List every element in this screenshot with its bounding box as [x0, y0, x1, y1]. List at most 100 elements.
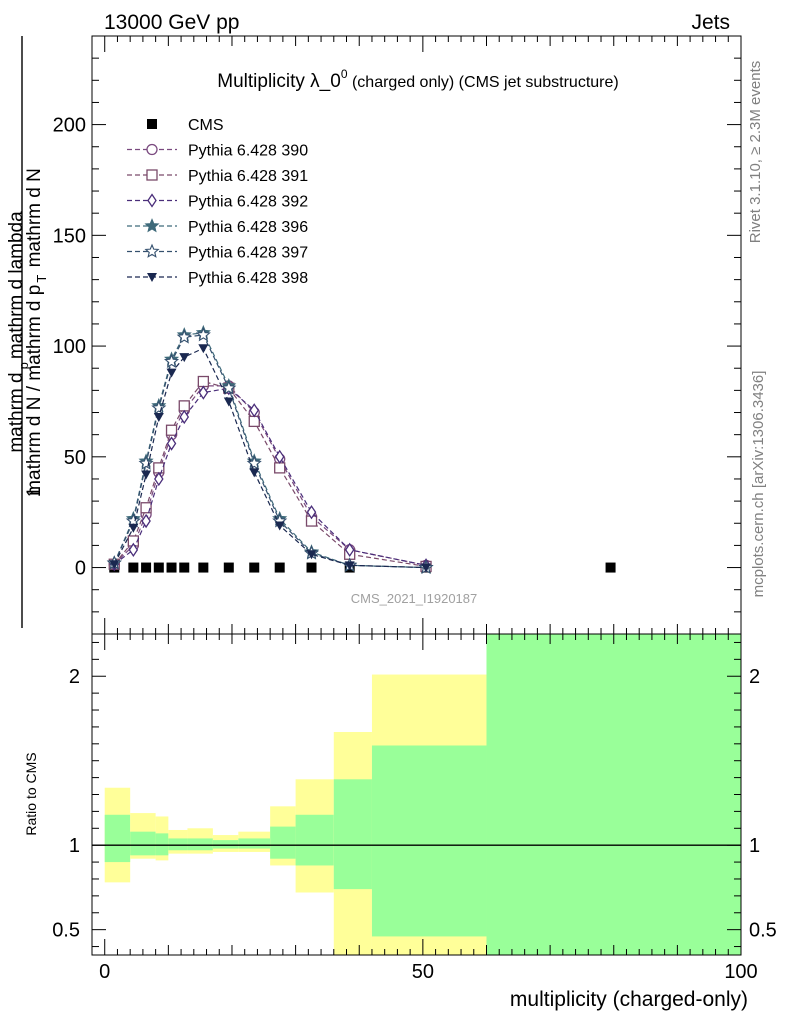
legend-entry: Pythia 6.428 390 — [127, 143, 308, 160]
data-point — [128, 523, 139, 533]
data-point — [344, 542, 355, 558]
data-point — [109, 560, 120, 570]
main-y-axis-label: mathrm dpmathrm d lambda 1 mathrm d N / … — [6, 36, 49, 628]
chart-title-main: Multiplicity λ_0 — [217, 71, 341, 92]
ylabel-denominator: mathrm d N / mathrm d p — [24, 285, 45, 496]
data-point — [421, 563, 432, 573]
chart-title: Multiplicity λ_00 (charged only) (CMS je… — [217, 67, 618, 92]
data-point — [249, 562, 260, 573]
watermark: CMS_2021_I1920187 — [351, 591, 478, 606]
data-point — [249, 403, 260, 418]
legend-marker — [146, 169, 158, 181]
data-point — [141, 513, 151, 529]
main-y-ticks: 0 50 100 150 200 — [53, 35, 741, 635]
x-tick-label: 50 — [412, 961, 434, 983]
data-point — [223, 397, 234, 407]
data-point — [166, 562, 177, 573]
data-point — [179, 353, 190, 363]
ylabel-top-sub: p — [16, 362, 31, 369]
y-tick-label: 100 — [53, 336, 86, 358]
ratio-y-tick-label-right: 2 — [749, 666, 760, 688]
legend-entry: Pythia 6.428 391 — [127, 168, 308, 185]
data-point — [223, 562, 234, 573]
legend-entry: Pythia 6.428 398 — [127, 270, 308, 287]
y-tick-label: 50 — [64, 447, 86, 469]
mcplots-label: mcplots.cern.ch [arXiv:1306.3436] — [750, 371, 767, 598]
data-point — [605, 562, 616, 573]
legend-label: Pythia 6.428 398 — [188, 270, 308, 287]
y-tick-label: 200 — [53, 115, 86, 137]
ratio-band-green — [212, 840, 239, 849]
series-layer — [106, 324, 616, 574]
legend-label: Pythia 6.428 397 — [188, 245, 308, 262]
data-point — [344, 561, 355, 571]
data-point — [178, 400, 190, 412]
legend-label: Pythia 6.428 391 — [188, 168, 308, 185]
data-point — [166, 368, 177, 378]
data-point — [165, 424, 178, 436]
series-6 — [109, 344, 432, 573]
data-point — [179, 562, 190, 573]
series-line — [113, 347, 427, 569]
y-tick-label: 0 — [75, 558, 86, 580]
rivet-label: Rivet 3.1.10, ≥ 2.3M events — [747, 61, 764, 244]
data-point — [141, 562, 152, 573]
ratio-band-green — [333, 779, 372, 890]
ratio-band-green — [486, 634, 741, 955]
ratio-y-tick-label-right: 1 — [749, 835, 760, 857]
data-point — [176, 329, 192, 344]
ratio-band-green — [270, 826, 296, 859]
legend-entry: CMS — [147, 117, 224, 134]
data-point — [249, 468, 260, 478]
ratio-band-green — [187, 838, 213, 851]
ratio-y-tick-label: 1 — [69, 835, 80, 857]
data-point — [154, 471, 164, 487]
header-right: Jets — [691, 11, 730, 34]
legend-marker — [147, 273, 157, 282]
legend-marker — [144, 218, 160, 233]
legend-marker — [144, 243, 160, 258]
legend-entry: Pythia 6.428 397 — [127, 243, 308, 262]
data-point — [166, 436, 177, 451]
data-point — [221, 380, 237, 395]
series-0 — [109, 562, 616, 573]
ylabel-denominator-sub: T — [34, 275, 49, 283]
main-x-ticks — [104, 36, 742, 634]
y-tick-label: 150 — [53, 225, 86, 247]
legend-label: Pythia 6.428 396 — [188, 219, 308, 236]
legend-marker — [146, 143, 158, 156]
main-panel: 0 50 100 150 200 Multiplicity λ_00 (charged … — [53, 35, 742, 635]
chart-title-sup: 0 — [341, 67, 348, 81]
legend-label: Pythia 6.428 390 — [188, 143, 308, 160]
data-point — [138, 455, 154, 470]
data-point — [153, 412, 164, 422]
x-tick-label: 0 — [99, 961, 110, 983]
legend: CMS Pythia 6.428 390 Pythia 6.428 391 Pythi… — [127, 117, 308, 287]
header-left: 13000 GeV pp — [104, 11, 239, 34]
data-point — [198, 562, 209, 573]
legend-label: Pythia 6.428 392 — [188, 194, 308, 211]
ratio-x-ticks: 0 50 100 — [99, 634, 758, 983]
ratio-band-green — [104, 814, 131, 863]
legend-entry: Pythia 6.428 396 — [127, 218, 308, 236]
x-axis-label: multiplicity (charged-only) — [510, 988, 748, 1011]
data-point — [306, 550, 317, 560]
ylabel-numerator: 1 — [24, 487, 45, 498]
legend-marker — [147, 193, 157, 208]
ratio-band-green — [155, 833, 169, 856]
ratio-y-tick-label: 0.5 — [52, 920, 80, 942]
ratio-band-green — [168, 838, 188, 851]
data-point — [248, 415, 260, 428]
ratio-panel: 0.5 0.5 1 1 2 2 0 50 100 Ratio to CMS multiplic… — [23, 633, 777, 1011]
ratio-bands — [104, 634, 741, 955]
ratio-band-green — [130, 831, 156, 856]
series-5 — [106, 327, 434, 574]
ratio-band-green — [238, 838, 271, 849]
data-point — [246, 455, 262, 470]
ratio-y-tick-label-right: 0.5 — [749, 920, 777, 942]
ratio-band-green — [371, 745, 487, 937]
data-point — [274, 462, 286, 474]
data-point — [274, 562, 285, 573]
ratio-y-label: Ratio to CMS — [23, 752, 39, 835]
legend-marker — [147, 119, 157, 129]
